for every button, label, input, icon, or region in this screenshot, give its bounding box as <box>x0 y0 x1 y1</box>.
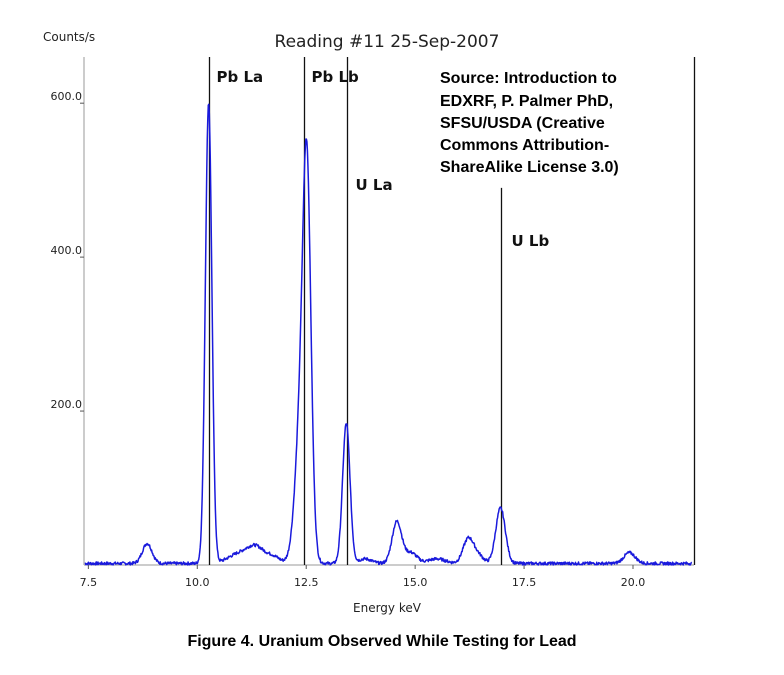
y-tick-label: 600.0 <box>51 90 83 103</box>
marker-label: Pb La <box>217 68 264 86</box>
source-line-3: SFSU/USDA (Creative <box>440 115 605 132</box>
y-ticks: 200.0 400.0 600.0 <box>51 90 84 412</box>
y-tick-label: 200.0 <box>51 398 83 411</box>
x-tick-label: 15.0 <box>403 576 428 589</box>
figure-caption: Figure 4. Uranium Observed While Testing… <box>187 633 576 650</box>
x-tick-label: 12.5 <box>294 576 319 589</box>
y-tick-label: 400.0 <box>51 244 83 257</box>
spectrum-line <box>84 103 693 566</box>
marker-label: U La <box>356 176 393 194</box>
x-axis-label: Energy keV <box>353 601 422 615</box>
source-line-5: ShareAlike License 3.0) <box>440 159 619 176</box>
marker-label: U Lb <box>512 232 550 250</box>
x-tick-label: 10.0 <box>185 576 210 589</box>
x-tick-label: 20.0 <box>621 576 646 589</box>
x-ticks: 7.5 10.0 12.5 15.0 17.5 20.0 <box>80 565 646 589</box>
source-line-2: EDXRF, P. Palmer PhD, <box>440 93 613 110</box>
source-line-4: Commons Attribution- <box>440 137 609 154</box>
annotation-lines <box>208 57 696 565</box>
source-note: Source: Introduction to EDXRF, P. Palmer… <box>440 70 619 176</box>
chart-title: Reading #11 25-Sep-2007 <box>275 32 500 52</box>
series-layer <box>84 103 693 566</box>
x-tick-label: 7.5 <box>80 576 98 589</box>
source-line-1: Source: Introduction to <box>440 70 617 87</box>
annotation-labels: Pb La Pb Lb U La U Lb <box>217 68 550 250</box>
y-axis-label: Counts/s <box>43 30 95 44</box>
plot-area <box>83 57 694 566</box>
x-tick-label: 17.5 <box>512 576 537 589</box>
marker-label: Pb Lb <box>312 68 360 86</box>
